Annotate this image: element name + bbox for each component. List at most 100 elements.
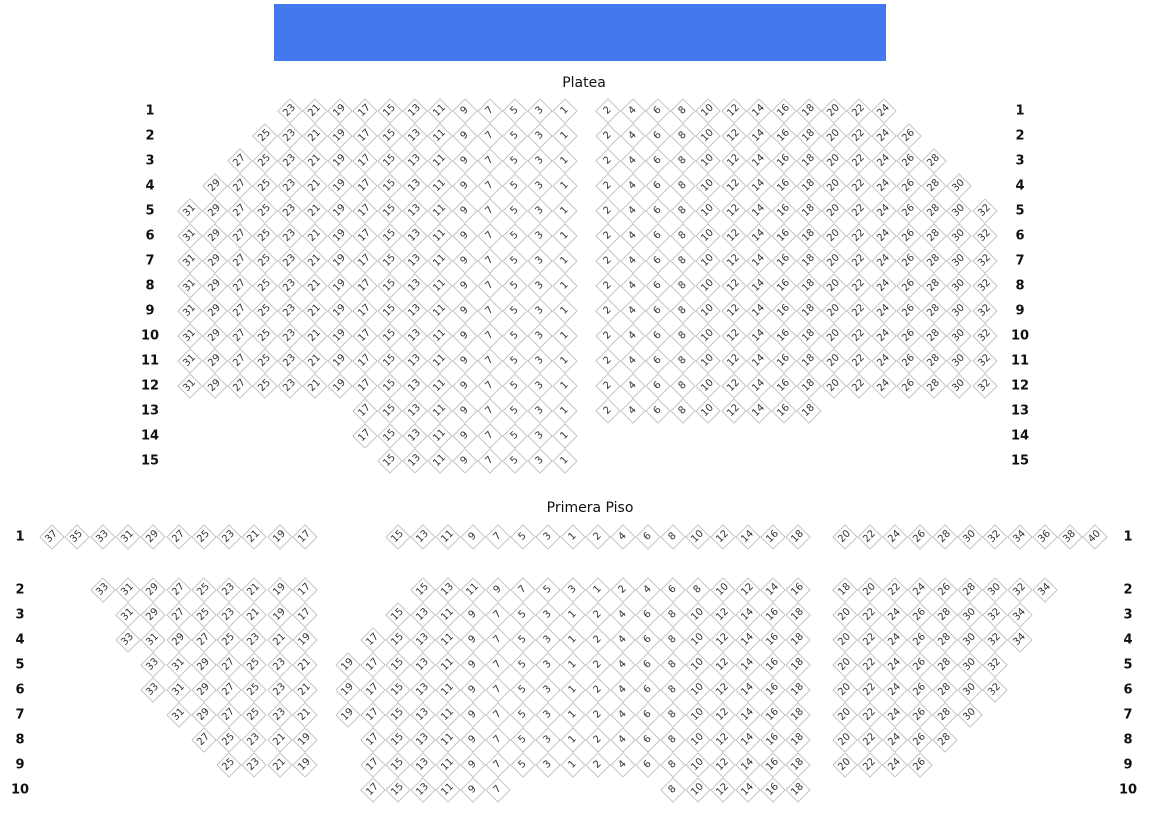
seat-platea-row-10-25[interactable]: 25 xyxy=(252,323,278,349)
seat-platea-row-3-20[interactable]: 20 xyxy=(821,148,847,174)
seat-primera-row-6-4[interactable]: 4 xyxy=(610,677,636,703)
seat-platea-row-3-2[interactable]: 2 xyxy=(595,148,621,174)
seat-platea-row-10-30[interactable]: 30 xyxy=(946,323,973,349)
seat-primera-row-8-10[interactable]: 10 xyxy=(685,727,711,753)
seat-platea-row-1-16[interactable]: 16 xyxy=(770,98,797,124)
seat-primera-row-5-18[interactable]: 18 xyxy=(785,652,811,678)
seat-primera-row-4-4[interactable]: 4 xyxy=(610,627,636,653)
seat-platea-row-6-23[interactable]: 23 xyxy=(277,223,303,249)
seat-platea-row-13-13[interactable]: 13 xyxy=(402,398,428,424)
seat-primera-row-3-23[interactable]: 23 xyxy=(216,602,242,628)
seat-platea-row-7-32[interactable]: 32 xyxy=(971,248,998,274)
seat-platea-row-8-7[interactable]: 7 xyxy=(477,273,503,299)
seat-platea-row-11-14[interactable]: 14 xyxy=(745,348,772,374)
seat-primera-row-9-24[interactable]: 24 xyxy=(882,752,908,778)
seat-platea-row-4-1[interactable]: 1 xyxy=(552,173,578,199)
seat-platea-row-9-3[interactable]: 3 xyxy=(527,298,553,324)
seat-primera-row-7-10[interactable]: 10 xyxy=(685,702,711,728)
seat-primera-row-2-5[interactable]: 5 xyxy=(535,577,561,603)
seat-platea-row-12-18[interactable]: 18 xyxy=(796,373,822,399)
seat-primera-row-4-26[interactable]: 26 xyxy=(907,627,933,653)
seat-primera-row-6-29[interactable]: 29 xyxy=(191,677,217,703)
seat-platea-row-11-17[interactable]: 17 xyxy=(352,348,378,374)
seat-primera-row-2-1[interactable]: 1 xyxy=(585,577,611,603)
seat-platea-row-10-5[interactable]: 5 xyxy=(502,323,528,349)
seat-platea-row-13-17[interactable]: 17 xyxy=(352,398,378,424)
seat-platea-row-12-32[interactable]: 32 xyxy=(971,373,998,399)
seat-primera-row-4-24[interactable]: 24 xyxy=(882,627,908,653)
seat-platea-row-1-14[interactable]: 14 xyxy=(745,98,772,124)
seat-platea-row-2-22[interactable]: 22 xyxy=(846,123,872,149)
seat-primera-row-1-13[interactable]: 13 xyxy=(410,524,436,550)
seat-primera-row-10-13[interactable]: 13 xyxy=(410,777,436,803)
seat-primera-row-3-17[interactable]: 17 xyxy=(292,602,318,628)
seat-platea-row-5-18[interactable]: 18 xyxy=(796,198,822,224)
seat-primera-row-5-7[interactable]: 7 xyxy=(485,652,511,678)
seat-platea-row-6-31[interactable]: 31 xyxy=(177,223,203,249)
seat-primera-row-8-3[interactable]: 3 xyxy=(535,727,561,753)
seat-primera-row-2-21[interactable]: 21 xyxy=(241,577,268,603)
seat-platea-row-6-24[interactable]: 24 xyxy=(871,223,897,249)
seat-primera-row-9-26[interactable]: 26 xyxy=(907,752,933,778)
seat-platea-row-9-2[interactable]: 2 xyxy=(595,298,621,324)
seat-primera-row-7-13[interactable]: 13 xyxy=(410,702,436,728)
seat-platea-row-2-8[interactable]: 8 xyxy=(670,123,697,149)
seat-platea-row-7-24[interactable]: 24 xyxy=(871,248,897,274)
seat-primera-row-6-25[interactable]: 25 xyxy=(241,677,268,703)
seat-primera-row-5-33[interactable]: 33 xyxy=(140,652,166,678)
seat-primera-row-3-5[interactable]: 5 xyxy=(510,602,536,628)
seat-platea-row-8-23[interactable]: 23 xyxy=(277,273,303,299)
seat-primera-row-5-25[interactable]: 25 xyxy=(241,652,268,678)
seat-platea-row-10-29[interactable]: 29 xyxy=(202,323,228,349)
seat-primera-row-10-15[interactable]: 15 xyxy=(385,777,411,803)
seat-primera-row-1-21[interactable]: 21 xyxy=(241,524,268,550)
seat-platea-row-9-4[interactable]: 4 xyxy=(620,298,646,324)
seat-platea-row-2-6[interactable]: 6 xyxy=(645,123,671,149)
seat-platea-row-2-12[interactable]: 12 xyxy=(720,123,747,149)
seat-primera-row-5-3[interactable]: 3 xyxy=(535,652,561,678)
seat-platea-row-7-27[interactable]: 27 xyxy=(227,248,253,274)
seat-platea-row-7-29[interactable]: 29 xyxy=(202,248,228,274)
seat-platea-row-5-5[interactable]: 5 xyxy=(502,198,528,224)
seat-platea-row-4-12[interactable]: 12 xyxy=(720,173,747,199)
seat-primera-row-3-6[interactable]: 6 xyxy=(635,602,661,628)
seat-primera-row-2-19[interactable]: 19 xyxy=(266,577,293,603)
seat-primera-row-1-40[interactable]: 40 xyxy=(1082,524,1108,550)
seat-primera-row-4-34[interactable]: 34 xyxy=(1007,627,1033,653)
seat-primera-row-1-7[interactable]: 7 xyxy=(485,524,511,550)
seat-primera-row-1-19[interactable]: 19 xyxy=(266,524,293,550)
seat-primera-row-2-33[interactable]: 33 xyxy=(89,577,116,603)
seat-platea-row-8-13[interactable]: 13 xyxy=(402,273,428,299)
seat-platea-row-8-6[interactable]: 6 xyxy=(645,273,671,299)
seat-platea-row-10-15[interactable]: 15 xyxy=(377,323,403,349)
seat-primera-row-5-32[interactable]: 32 xyxy=(982,652,1008,678)
seat-platea-row-11-15[interactable]: 15 xyxy=(377,348,403,374)
seat-primera-row-3-27[interactable]: 27 xyxy=(165,602,192,628)
seat-primera-row-1-17[interactable]: 17 xyxy=(292,524,318,550)
seat-platea-row-4-25[interactable]: 25 xyxy=(252,173,278,199)
seat-platea-row-8-30[interactable]: 30 xyxy=(946,273,973,299)
seat-primera-row-9-22[interactable]: 22 xyxy=(857,752,883,778)
seat-primera-row-3-8[interactable]: 8 xyxy=(660,602,686,628)
seat-platea-row-10-18[interactable]: 18 xyxy=(796,323,822,349)
seat-platea-row-4-21[interactable]: 21 xyxy=(302,173,328,199)
seat-platea-row-7-17[interactable]: 17 xyxy=(352,248,378,274)
seat-platea-row-3-4[interactable]: 4 xyxy=(620,148,646,174)
seat-primera-row-6-3[interactable]: 3 xyxy=(535,677,561,703)
seat-platea-row-11-4[interactable]: 4 xyxy=(620,348,646,374)
seat-platea-row-12-22[interactable]: 22 xyxy=(846,373,872,399)
seat-platea-row-2-19[interactable]: 19 xyxy=(327,123,353,149)
seat-platea-row-11-6[interactable]: 6 xyxy=(645,348,671,374)
seat-platea-row-11-2[interactable]: 2 xyxy=(595,348,621,374)
seat-platea-row-8-17[interactable]: 17 xyxy=(352,273,378,299)
seat-platea-row-10-10[interactable]: 10 xyxy=(695,323,722,349)
seat-platea-row-2-26[interactable]: 26 xyxy=(896,123,922,149)
seat-primera-row-5-22[interactable]: 22 xyxy=(857,652,883,678)
seat-primera-row-8-12[interactable]: 12 xyxy=(710,727,736,753)
seat-primera-row-1-10[interactable]: 10 xyxy=(685,524,711,550)
seat-platea-row-7-11[interactable]: 11 xyxy=(427,248,453,274)
seat-platea-row-4-23[interactable]: 23 xyxy=(277,173,303,199)
seat-primera-row-8-24[interactable]: 24 xyxy=(882,727,908,753)
seat-primera-row-2-17[interactable]: 17 xyxy=(292,577,318,603)
seat-primera-row-1-31[interactable]: 31 xyxy=(115,524,141,550)
